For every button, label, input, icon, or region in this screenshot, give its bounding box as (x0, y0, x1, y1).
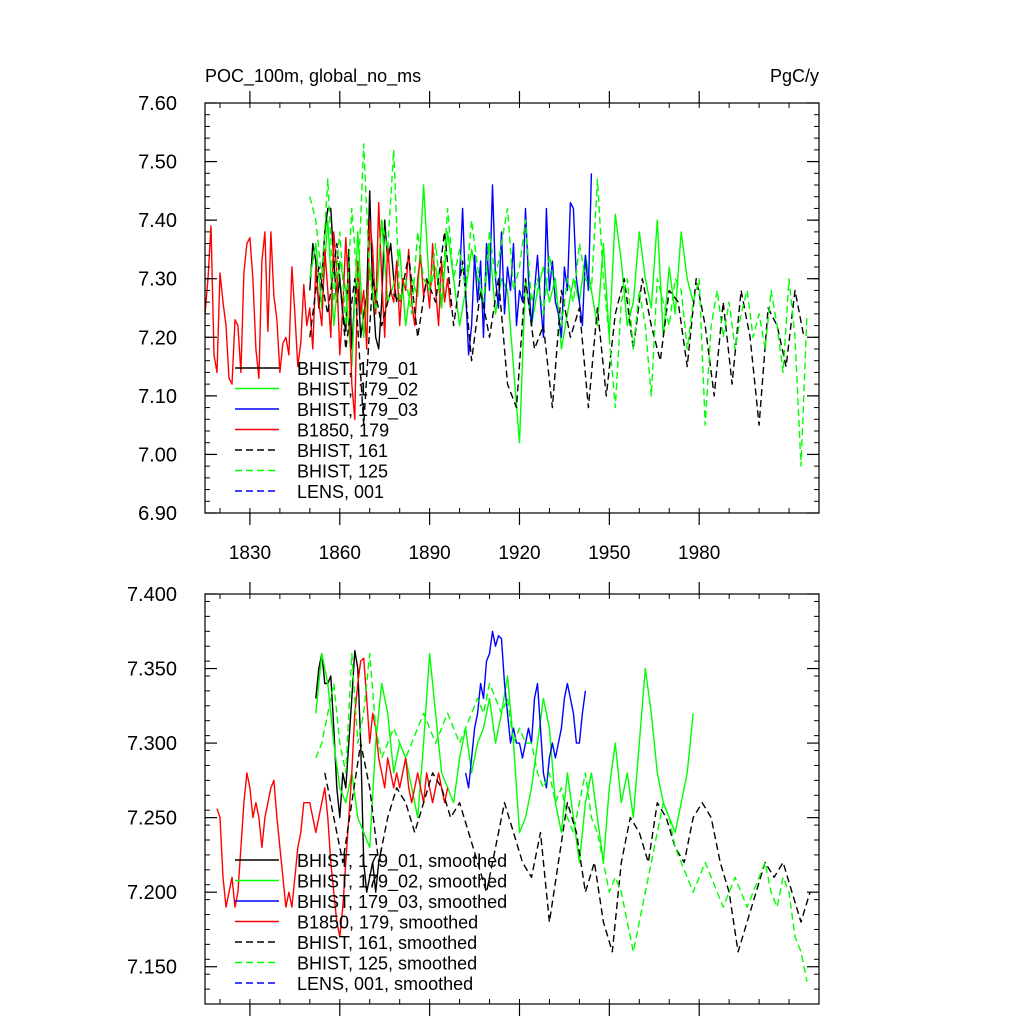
top-panel-title: POC_100m, global_no_ms (205, 66, 421, 87)
legend-label-3: B1850, 179 (297, 421, 389, 441)
x-tick-label: 1860 (319, 543, 361, 564)
y-tick-label: 7.20 (138, 327, 177, 349)
series-line-1 (315, 652, 694, 864)
top-panel-frame (204, 102, 820, 514)
y-tick-label: 7.00 (138, 444, 177, 466)
y-tick-label: 7.30 (138, 269, 177, 291)
x-tick-label: 1830 (229, 543, 271, 564)
x-tick-label: 1920 (498, 543, 540, 564)
bottom-panel-frame (204, 593, 820, 1005)
legend-label-6: LENS, 001 (297, 482, 384, 502)
series-line-3 (216, 657, 449, 938)
series-line-2 (458, 173, 593, 356)
series-line-5 (309, 143, 808, 467)
legend-label-3: B1850, 179, smoothed (297, 913, 478, 933)
series-line-5 (315, 652, 808, 982)
legend-label-6: LENS, 001, smoothed (297, 974, 473, 994)
y-tick-label: 7.50 (138, 152, 177, 174)
legend-label-1: BHIST, 179_02 (297, 380, 418, 401)
x-tick-label: 1950 (588, 543, 630, 564)
y-tick-label: 7.250 (127, 808, 177, 830)
y-tick-label: 7.10 (138, 386, 177, 408)
y-tick-label: 7.60 (138, 93, 177, 115)
top-panel: 1830 1860 1890 1920 1950 1980 6.90 7.00 7.10 7.20… (138, 66, 820, 564)
legend-label-0: BHIST, 179_01, smoothed (297, 851, 507, 872)
y-tick-label: 7.200 (127, 882, 177, 904)
bottom-panel: 7.150 7.200 7.250 7.300 7.350 7.400 BHIST, 17… (127, 582, 820, 1016)
legend-label-5: BHIST, 125, smoothed (297, 954, 477, 974)
series-line-4 (309, 231, 805, 426)
top-panel-units: PgC/y (770, 66, 819, 86)
legend-label-2: BHIST, 179_03, smoothed (297, 892, 507, 913)
legend-label-0: BHIST, 179_01 (297, 359, 418, 380)
legend-label-2: BHIST, 179_03 (297, 400, 418, 421)
y-tick-label: 7.150 (127, 957, 177, 979)
y-tick-label: 7.400 (127, 584, 177, 606)
series-line-4 (324, 742, 811, 953)
y-tick-label: 7.40 (138, 210, 177, 232)
x-tick-label: 1980 (678, 543, 720, 564)
legend-label-5: BHIST, 125 (297, 462, 388, 482)
series-line-2 (464, 630, 587, 789)
series-line-0 (315, 650, 383, 893)
legend-label-4: BHIST, 161 (297, 441, 388, 461)
y-tick-label: 7.300 (127, 733, 177, 755)
top-panel-ticks: 1830 1860 1890 1920 1950 1980 6.90 7.00 7.10 7.20… (138, 91, 820, 564)
top-panel-series (204, 143, 808, 467)
x-tick-label: 1890 (408, 543, 450, 564)
y-tick-label: 7.350 (127, 659, 177, 681)
bottom-panel-ticks: 7.150 7.200 7.250 7.300 7.350 7.400 (127, 582, 820, 1016)
legend-label-4: BHIST, 161, smoothed (297, 933, 477, 953)
y-tick-label: 6.90 (138, 503, 177, 525)
legend-label-1: BHIST, 179_02, smoothed (297, 872, 507, 893)
bottom-panel-series (216, 630, 811, 982)
